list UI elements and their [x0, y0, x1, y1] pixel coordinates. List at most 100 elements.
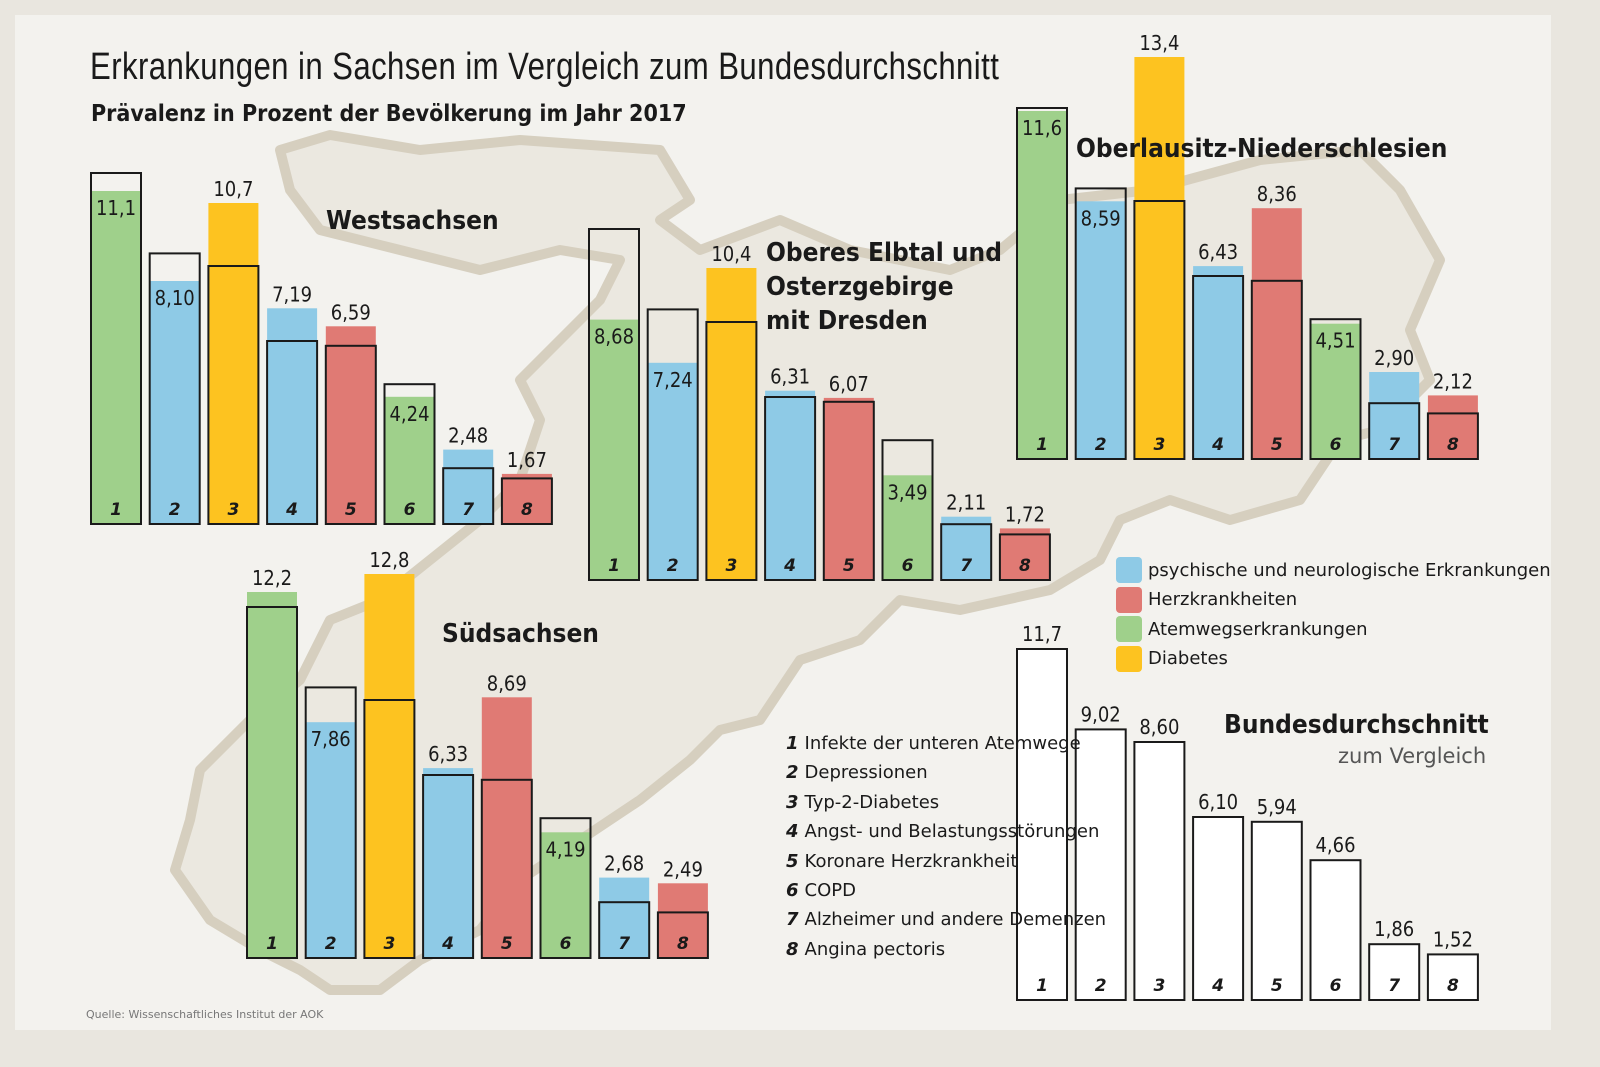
category-tick-label: 7 [960, 556, 972, 576]
bar-fill [501, 473, 552, 524]
bar-fill [823, 397, 874, 580]
legend-item: psychische und neurologische Erkrankunge… [1116, 557, 1551, 583]
bund-outline [705, 321, 758, 581]
bund-outline [1074, 187, 1127, 460]
region-label-westsachsen: Westsachsen [326, 206, 499, 236]
category-tick-label: 4 [1211, 976, 1224, 996]
bar-fill [91, 191, 141, 524]
bar [1133, 741, 1186, 1001]
data-label: 2,90 [1374, 346, 1414, 370]
data-label: 7,24 [653, 368, 693, 392]
category-item: 5 Koronare Herzkrankheit [786, 851, 1017, 872]
bund-outline [822, 400, 875, 581]
category-tick-label: 6 [1330, 976, 1342, 996]
bar [1250, 820, 1303, 1001]
data-label: 2,68 [604, 852, 644, 876]
category-number: 6 [786, 880, 799, 901]
bar-fill [941, 516, 992, 580]
category-number: 4 [786, 821, 799, 843]
data-label: 10,7 [213, 177, 253, 201]
bund-outline [246, 606, 298, 959]
bar [1074, 728, 1127, 1002]
data-label: 6,07 [829, 372, 869, 396]
region-label-elbtal: Oberes Elbtal und Osterzgebirge mit Dres… [766, 236, 1002, 338]
category-label: COPD [804, 880, 856, 901]
category-item: 3 Typ-2-Diabetes [786, 792, 939, 813]
bar-fill [599, 877, 650, 958]
bar-fill [423, 768, 474, 958]
data-label: 12,8 [369, 548, 409, 572]
bund-outline [1426, 412, 1479, 460]
bund-outline [266, 340, 319, 525]
bar [1426, 953, 1479, 1002]
category-number: 7 [786, 909, 799, 931]
bund-subtitle: zum Vergleich [1338, 744, 1487, 768]
data-label: 1,72 [1005, 502, 1045, 526]
bund-outline [1192, 275, 1245, 460]
bar-fill [1369, 372, 1420, 459]
data-label: 5,94 [1257, 795, 1297, 819]
region-label-oberlausitz: Oberlausitz-Niederschlesien [1076, 134, 1448, 164]
category-item: 6 COPD [786, 880, 856, 901]
category-tick-label: 8 [677, 934, 689, 954]
category-tick-label: 2 [1095, 976, 1107, 996]
chart-subtitle: Prävalenz in Prozent der Bevölkerung im … [91, 101, 687, 127]
bar-fill [1193, 266, 1244, 459]
data-label: 2,11 [946, 491, 986, 515]
category-tick-label: 3 [227, 500, 239, 520]
data-label: 13,4 [1139, 31, 1179, 55]
bar-fill [247, 592, 297, 958]
bund-outline [383, 383, 436, 526]
data-label: 6,10 [1198, 790, 1238, 814]
data-label: 11,6 [1022, 116, 1062, 140]
category-tick-label: 3 [725, 556, 737, 576]
legend-swatch [1116, 645, 1142, 672]
category-tick-label: 4 [441, 934, 454, 954]
category-label: Angina pectoris [804, 938, 946, 960]
data-label: 8,10 [155, 286, 195, 310]
data-label: 10,4 [711, 242, 751, 266]
data-label: 4,19 [545, 837, 585, 861]
category-tick-label: 6 [404, 500, 416, 520]
data-label: 8,60 [1139, 715, 1179, 739]
category-label: Infekte der unteren Atemwege [804, 733, 1081, 754]
legend-item: Herzkrankheiten [1116, 586, 1297, 613]
category-label: Depressionen [804, 762, 928, 784]
region-label-line: mit Dresden [766, 306, 928, 336]
bar-fill [1134, 57, 1185, 459]
bund-outline [480, 778, 533, 959]
bar [1368, 943, 1421, 1002]
category-tick-label: 2 [1095, 435, 1107, 455]
category-tick-label: 2 [667, 556, 679, 576]
category-tick-label: 6 [902, 556, 914, 576]
data-label: 7,19 [272, 282, 312, 306]
category-number: 1 [786, 733, 799, 754]
region-label-line: Oberes Elbtal und [766, 238, 1002, 268]
category-tick-label: 7 [618, 934, 630, 954]
data-label: 2,49 [663, 857, 703, 881]
legend-swatch [1116, 586, 1142, 613]
bar [1309, 859, 1362, 1002]
data-label: 6,31 [770, 365, 810, 389]
bund-outline [324, 344, 377, 525]
category-number: 3 [786, 791, 799, 813]
category-number: 8 [786, 938, 799, 960]
bar-fill [1427, 395, 1478, 459]
category-tick-label: 5 [1271, 976, 1283, 996]
data-label: 11,7 [1022, 622, 1062, 646]
data-label: 8,68 [594, 325, 634, 349]
bar-fill [882, 475, 933, 580]
bar-fill [1310, 323, 1361, 459]
bar-fill [1075, 201, 1126, 460]
bund-outline [1368, 402, 1421, 461]
data-label: 9,02 [1081, 702, 1121, 726]
bund-outline [656, 911, 709, 960]
category-number: 5 [786, 850, 799, 872]
category-tick-label: 5 [345, 500, 357, 520]
bund-outline [148, 252, 201, 525]
bund-outline [998, 533, 1051, 582]
bar-fill [305, 722, 356, 958]
data-label: 6,33 [428, 742, 468, 766]
category-tick-label: 1 [1036, 976, 1048, 996]
